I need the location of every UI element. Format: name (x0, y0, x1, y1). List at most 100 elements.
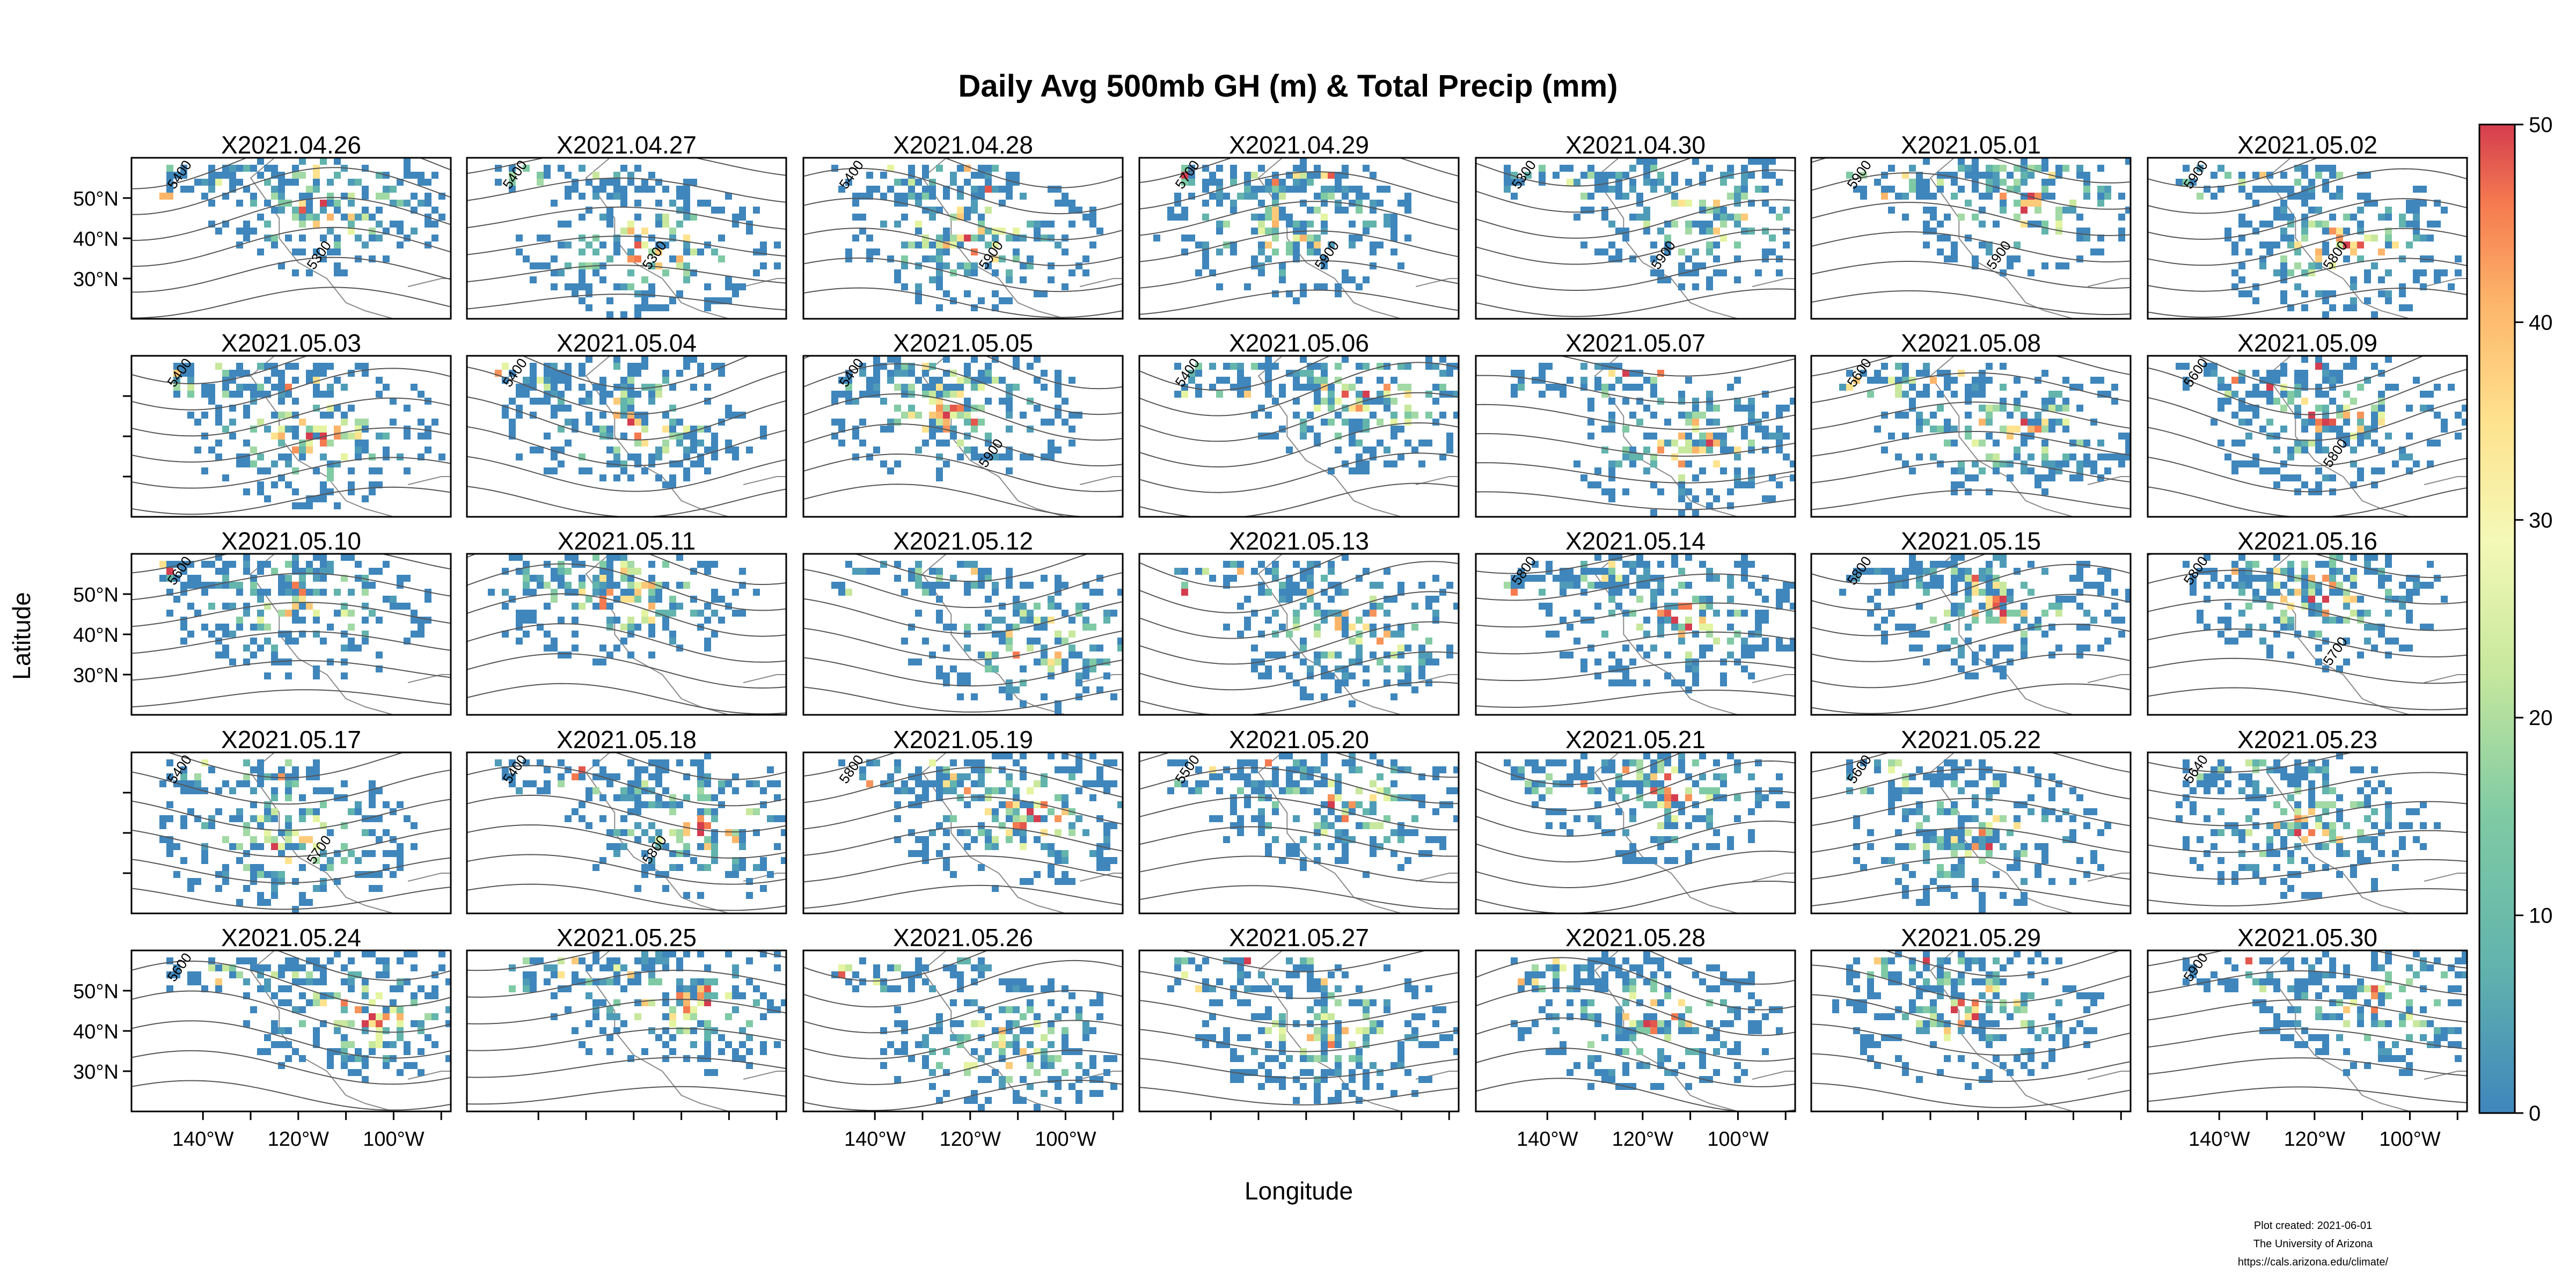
gh-contour (2148, 999, 2467, 1023)
gh-contour (1811, 260, 2131, 289)
gh-contour (2148, 554, 2467, 579)
gh-contour (803, 990, 1123, 1034)
panel-content: 5600 (131, 554, 451, 715)
gh-contour (1139, 885, 1459, 910)
panel-title: X2021.05.25 (557, 924, 697, 952)
contour-label: 5900 (975, 436, 1006, 471)
gh-contour (1811, 994, 2131, 1030)
gh-contour (467, 1028, 786, 1051)
gh-contour (131, 961, 451, 1007)
x-tick-label: 140°W (844, 1128, 906, 1151)
coastline (1415, 476, 1459, 485)
panel-title: X2021.05.23 (2237, 726, 2377, 753)
gh-contour (1139, 561, 1459, 613)
gh-contour (2148, 456, 2467, 493)
gh-contour (2148, 970, 2467, 996)
colorbar-tick-label: 30 (2529, 509, 2553, 532)
gh-contour (1476, 199, 1795, 239)
gh-contour (467, 970, 786, 998)
gh-contour (943, 158, 1123, 188)
gh-contour (2148, 628, 2467, 658)
gh-contour (131, 287, 451, 319)
gh-contour (131, 158, 451, 189)
gh-contour (1139, 855, 1459, 883)
gh-contour (131, 1050, 451, 1085)
panel-frame (1810, 553, 2132, 716)
gh-contour (1476, 462, 1795, 484)
colorbar-ticks: 0 10 20 30 40 50 (2515, 113, 2553, 1125)
panel-title: X2021.05.30 (2237, 924, 2377, 952)
gh-contour (1139, 796, 1459, 831)
gh-contour (1811, 885, 2131, 907)
coastline (1079, 674, 1123, 683)
panel-content (1476, 950, 1795, 1111)
panel-title: X2021.05.22 (1901, 726, 2041, 753)
gh-contour (2148, 486, 2467, 517)
gh-contour (803, 766, 1123, 803)
gh-contour (1811, 460, 2131, 484)
panel-title: X2021.05.19 (893, 726, 1033, 753)
gh-contour (1811, 797, 2131, 826)
coastline (407, 1071, 451, 1080)
precip-field (1846, 158, 2131, 276)
x-tick-label: 100°W (1035, 1128, 1096, 1151)
gh-contour (2148, 287, 2467, 318)
y-tick-label: 30°N (73, 664, 119, 687)
coastline (1752, 1071, 1795, 1080)
gh-contour (131, 196, 451, 241)
gh-contour (131, 660, 451, 681)
panel-frame (2147, 949, 2468, 1113)
gh-contour (467, 426, 786, 466)
gh-contour (1476, 158, 1693, 187)
gh-contour (803, 884, 1123, 909)
gh-contour (2148, 830, 2467, 853)
coastline (1752, 873, 1795, 882)
panel-title: X2021.05.05 (893, 329, 1033, 357)
gh-contour (613, 752, 786, 780)
coastline (250, 158, 394, 319)
precip-field (495, 356, 767, 488)
map-panel: X2021.05.27 (1138, 924, 1460, 1113)
panel-frame (1475, 157, 1796, 320)
precip-field (1839, 554, 2131, 679)
panel-title: X2021.05.27 (1229, 924, 1369, 952)
gh-contour (1811, 1082, 2131, 1108)
gh-contour (1139, 392, 1459, 442)
panel-title: X2021.05.21 (1565, 726, 1706, 753)
panel-title: X2021.05.09 (2237, 329, 2377, 357)
coastline (2424, 278, 2467, 287)
panel-content (1476, 356, 1795, 517)
gh-contour (131, 857, 451, 884)
panel-frame (802, 157, 1124, 320)
gh-contour (803, 1050, 1123, 1085)
precip-field (2176, 165, 2462, 318)
coastline (2424, 873, 2467, 882)
panel-title: X2021.05.17 (221, 726, 361, 753)
gh-contour (1476, 1078, 1795, 1111)
coastline (1752, 674, 1795, 683)
gh-contour (1476, 404, 1795, 430)
gh-contour (1476, 631, 1795, 655)
x-tick-label: 120°W (2284, 1128, 2346, 1151)
x-axis-label: Longitude (1245, 1177, 1353, 1205)
panel-frame (802, 949, 1124, 1113)
gh-contour (2148, 859, 2467, 880)
gh-contour (131, 828, 451, 858)
gh-contour (1139, 356, 1331, 391)
precip-field (1174, 554, 1459, 707)
gh-contour (1139, 422, 1459, 468)
panel-title: X2021.05.15 (1901, 527, 2041, 555)
coastline (2087, 873, 2131, 882)
panel-frame (1810, 949, 2132, 1113)
gh-contour (1811, 1023, 2131, 1056)
x-tick-label: 100°W (363, 1128, 425, 1151)
panel-frame (1475, 553, 1796, 716)
gh-contour (1476, 1017, 1795, 1062)
panel-frame (466, 355, 787, 518)
